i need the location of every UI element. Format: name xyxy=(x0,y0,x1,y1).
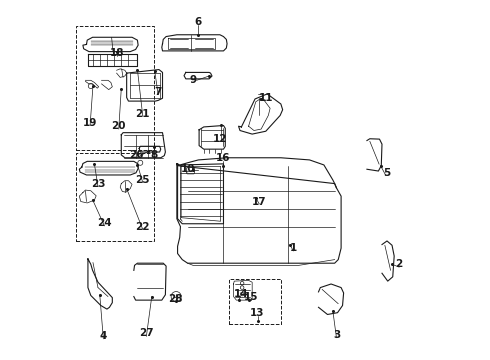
Text: 5: 5 xyxy=(383,168,390,178)
Text: 12: 12 xyxy=(213,134,227,144)
Text: 4: 4 xyxy=(99,331,107,341)
Bar xyxy=(76,26,153,149)
Text: 14: 14 xyxy=(233,289,248,299)
Text: 13: 13 xyxy=(250,308,265,318)
Text: 24: 24 xyxy=(97,218,112,228)
Text: 25: 25 xyxy=(136,175,150,185)
Text: 15: 15 xyxy=(244,292,258,302)
Text: 21: 21 xyxy=(136,109,150,119)
Text: 11: 11 xyxy=(259,93,274,103)
Text: 2: 2 xyxy=(395,259,403,269)
Text: 28: 28 xyxy=(168,294,182,304)
Text: 20: 20 xyxy=(112,121,126,131)
Text: 19: 19 xyxy=(83,118,98,128)
Text: 26: 26 xyxy=(129,150,144,160)
Text: 17: 17 xyxy=(252,197,267,207)
Bar xyxy=(229,279,281,324)
Text: 16: 16 xyxy=(216,153,231,163)
Text: 18: 18 xyxy=(109,48,124,58)
Text: 10: 10 xyxy=(180,164,195,174)
Text: 1: 1 xyxy=(290,243,297,253)
Text: 8: 8 xyxy=(150,150,157,160)
Text: 27: 27 xyxy=(139,328,154,338)
Text: 23: 23 xyxy=(91,179,105,189)
Text: 7: 7 xyxy=(154,87,162,97)
Text: 9: 9 xyxy=(190,75,196,85)
Text: 6: 6 xyxy=(194,17,201,27)
Text: 22: 22 xyxy=(136,222,150,231)
Text: 3: 3 xyxy=(333,330,340,340)
Bar xyxy=(76,153,153,241)
